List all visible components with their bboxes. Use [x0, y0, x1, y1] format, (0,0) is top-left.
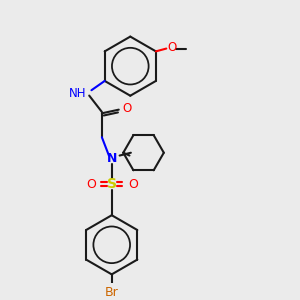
Text: S: S	[107, 177, 117, 191]
Text: N: N	[106, 152, 117, 165]
Text: O: O	[122, 102, 131, 115]
Text: NH: NH	[69, 87, 86, 100]
Text: O: O	[128, 178, 138, 191]
Text: O: O	[168, 41, 177, 55]
Text: O: O	[86, 178, 96, 191]
Text: Br: Br	[105, 286, 119, 299]
